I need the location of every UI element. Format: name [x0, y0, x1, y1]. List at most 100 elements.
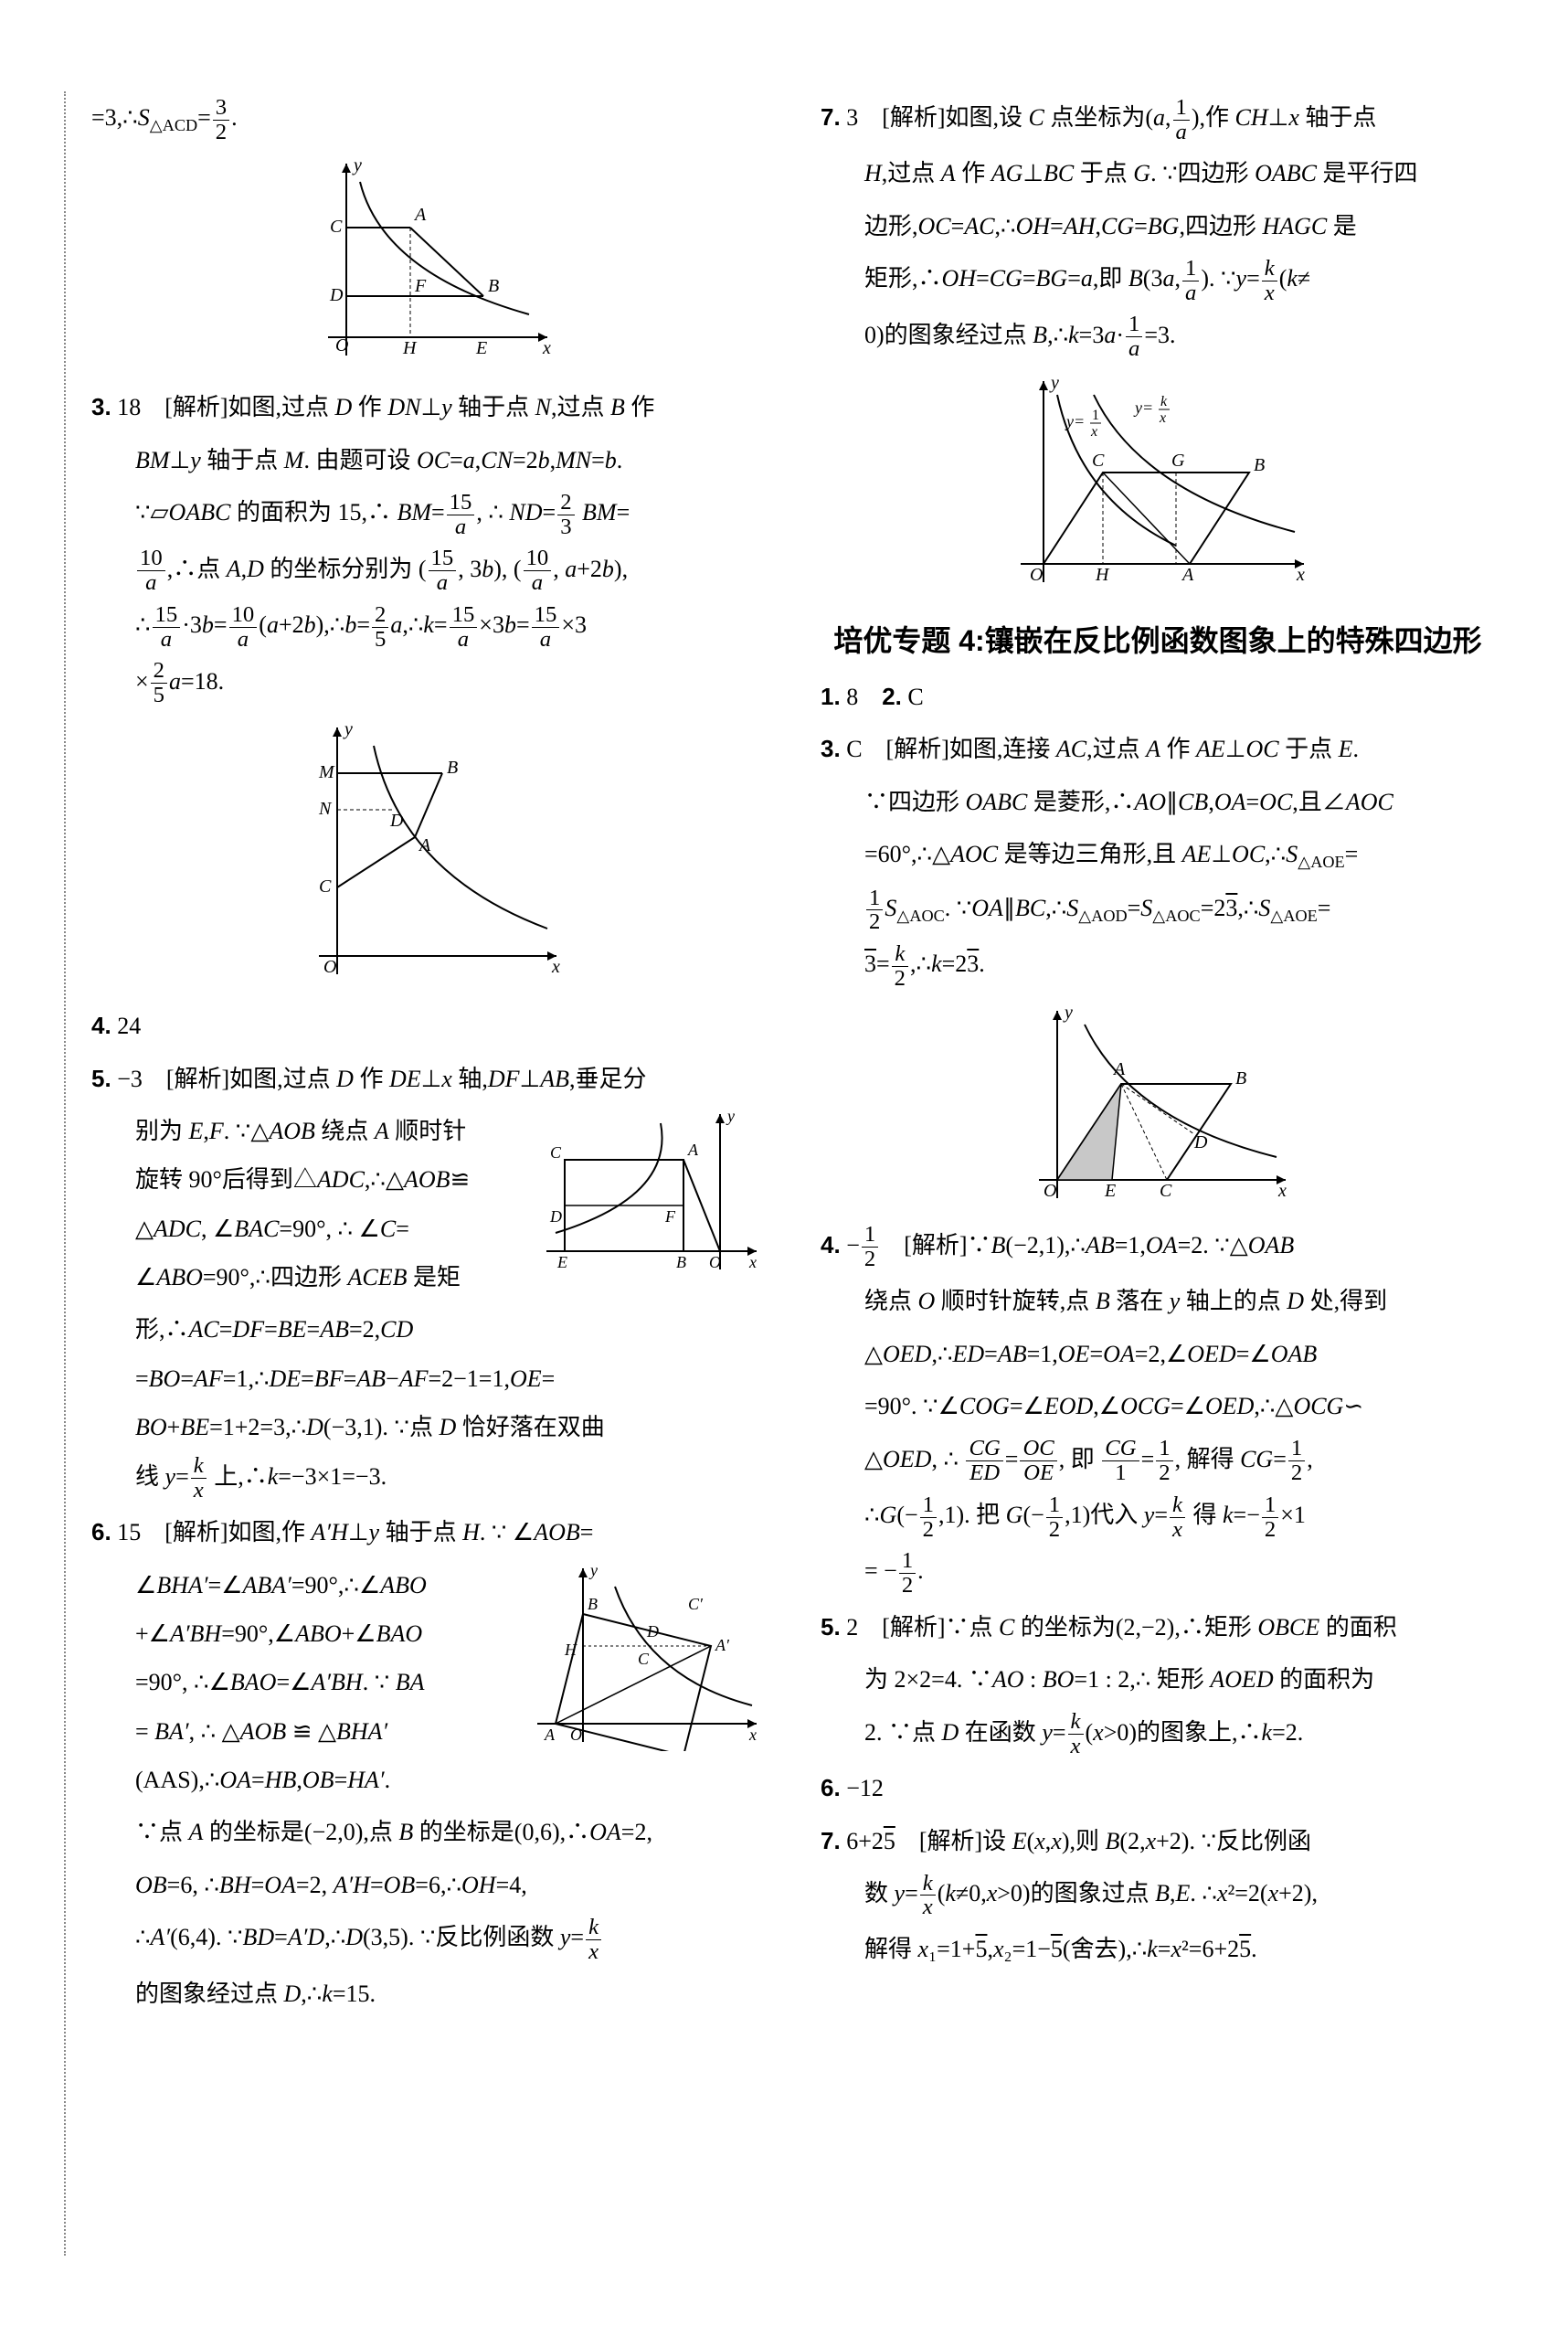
- svg-text:E: E: [1104, 1181, 1116, 1201]
- r7-l2: H,过点 A 作 AG⊥BC 于点 G. ∵四边形 OABC 是平行四: [821, 151, 1495, 196]
- diagram-3: O x y C A D F E B: [537, 1105, 766, 1288]
- r3-l3: =60°,∴△AOC 是等边三角形,且 AE⊥OC,∴S△AOE=: [821, 832, 1495, 878]
- r4-l6: ∴G(−12,1). 把 G(−12,1)代入 y=kx 得 k=−12×1: [821, 1492, 1495, 1541]
- p0: =3,∴S△ACD=32.: [91, 95, 766, 143]
- svg-text:N: N: [318, 799, 333, 819]
- right-column: 7. 3 [解析]如图,设 C 点坐标为(a,1a),作 CH⊥x 轴于点 H,…: [821, 91, 1495, 2274]
- svg-text:O: O: [709, 1253, 721, 1271]
- svg-text:O: O: [323, 957, 336, 977]
- svg-text:C: C: [319, 876, 332, 897]
- svg-text:y: y: [588, 1561, 598, 1579]
- r7r-l2: 数 y=kx(k≠0,x>0)的图象过点 B,E. ∴x²=2(x+2),: [821, 1871, 1495, 1919]
- svg-text:A: A: [544, 1726, 556, 1744]
- r3-l2: ∵四边形 OABC 是菱形,∴AO∥CB,OA=OC,且∠AOC: [821, 780, 1495, 824]
- r5-lead: 5. 2 [解析]∵点 C 的坐标为(2,−2),∴矩形 OBCE 的面积: [821, 1605, 1495, 1650]
- p3-l3: ∵▱OABC 的面积为 15,∴ BM=15a, ∴ ND=23 BM=: [91, 490, 766, 538]
- svg-text:E: E: [475, 338, 487, 358]
- diagram-4: O x y A B H C D A′ C′: [528, 1559, 766, 1751]
- diagram-6: O x y A B C E D: [1012, 1002, 1304, 1212]
- left-column: =3,∴S△ACD=32. O x y C A D F B H E 3. 18 …: [91, 91, 766, 2274]
- svg-text:C: C: [638, 1650, 650, 1668]
- p6-l10: 的图象经过点 D,∴k=15.: [91, 1971, 766, 2016]
- r4-lead: 4. −12 [解析]∵B(−2,1),∴AB=1,OA=2. ∵△OAB: [821, 1223, 1495, 1271]
- r6: 6. −12: [821, 1766, 1495, 1811]
- svg-text:y: y: [1063, 1003, 1073, 1023]
- svg-text:x: x: [1159, 410, 1166, 426]
- svg-text:x: x: [1090, 424, 1097, 440]
- diagram-5: O x y H A C G B y= 1x y= kx: [993, 372, 1322, 600]
- r7r-lead: 7. 6+25 [解析]设 E(x,x),则 B(2,x+2). ∵反比例函: [821, 1819, 1495, 1864]
- r7-l4: 矩形,∴OH=CG=BG=a,即 B(3a,1a). ∵y=kx(k≠: [821, 256, 1495, 304]
- svg-text:y: y: [352, 155, 362, 175]
- svg-text:A: A: [1181, 565, 1194, 585]
- p5-l2: 别为 E,F. ∵△AOB 绕点 A 顺时针: [91, 1109, 537, 1153]
- svg-text:A: A: [1112, 1059, 1126, 1079]
- r4-l7: = −12.: [821, 1548, 1495, 1597]
- diagram-1: O x y C A D F B H E: [291, 154, 566, 374]
- margin-dots: [64, 91, 66, 2256]
- p6-l8: OB=6, ∴BH=OA=2, A′H=OB=6,∴OH=4,: [91, 1863, 766, 1907]
- r7-lead: 7. 3 [解析]如图,设 C 点坐标为(a,1a),作 CH⊥x 轴于点: [821, 95, 1495, 143]
- svg-text:1: 1: [1092, 408, 1099, 423]
- p3-l2: BM⊥y 轴于点 M. 由题可设 OC=a,CN=2b,MN=b.: [91, 438, 766, 483]
- svg-text:C′: C′: [688, 1595, 704, 1613]
- svg-text:B: B: [488, 276, 499, 296]
- p6-l6: (AAS),∴OA=HB,OB=HA′.: [91, 1758, 528, 1802]
- p6-l5: = BA′, ∴ △AOB ≌ △BHA′: [91, 1709, 528, 1754]
- svg-text:H: H: [564, 1641, 577, 1659]
- p5-l8: BO+BE=1+2=3,∴D(−3,1). ∵点 D 恰好落在双曲: [91, 1405, 766, 1450]
- svg-text:C: C: [550, 1143, 562, 1162]
- p6-l2: ∠BHA′=∠ABA′=90°,∴∠ABO: [91, 1563, 528, 1608]
- svg-text:x: x: [748, 1253, 757, 1271]
- r4-l5: △OED, ∴ CGED=OCOE, 即 CG1=12, 解得 CG=12,: [821, 1437, 1495, 1485]
- p6-l3: +∠A′BH=90°,∠ABO+∠BAO: [91, 1611, 528, 1656]
- svg-text:D: D: [646, 1622, 659, 1641]
- r7r-l3: 解得 x₁=1+5,x₂=1−5(舍去),∴k=x²=6+25.: [821, 1927, 1495, 1971]
- p5-l4: △ADC, ∠BAC=90°, ∴ ∠C=: [91, 1206, 537, 1251]
- p5-l3: 旋转 90°后得到△ADC,∴△AOB≌: [91, 1157, 537, 1202]
- svg-text:A: A: [687, 1141, 699, 1159]
- p3-l5: ∴15a·3b=10a(a+2b),∴b=25a,∴k=15a×3b=15a×3: [91, 602, 766, 651]
- svg-text:D: D: [329, 285, 344, 305]
- p5-l7: =BO=AF=1,∴DE=BF=AB−AF=2−1=1,OE=: [91, 1356, 766, 1401]
- svg-text:C: C: [330, 217, 343, 237]
- p3-lead: 3. 18 [解析]如图,过点 D 作 DN⊥y 轴于点 N,过点 B 作: [91, 385, 766, 430]
- svg-text:x: x: [551, 957, 560, 977]
- svg-text:M: M: [318, 762, 335, 782]
- svg-text:O: O: [335, 335, 348, 356]
- r5-l2: 为 2×2=4. ∵AO : BO=1 : 2,∴ 矩形 AOED 的面积为: [821, 1657, 1495, 1702]
- p3-l4: 10a,∴点 A,D 的坐标分别为 (15a, 3b), (10a, a+2b)…: [91, 547, 766, 595]
- r7-l3: 边形,OC=AC,∴OH=AH,CG=BG,四边形 HAGC 是: [821, 204, 1495, 249]
- svg-text:y=: y=: [1133, 398, 1153, 417]
- r4-l2: 绕点 O 顺时针旋转,点 B 落在 y 轴上的点 D 处,得到: [821, 1279, 1495, 1323]
- svg-text:y: y: [726, 1107, 735, 1125]
- p3-l6: ×25a=18.: [91, 659, 766, 707]
- svg-text:x: x: [1296, 565, 1305, 585]
- svg-text:C: C: [1092, 451, 1105, 471]
- svg-text:D: D: [1193, 1132, 1208, 1152]
- r3-l4: 12S△AOC. ∵OA∥BC,∴S△AOD=S△AOC=23,∴S△AOE=: [821, 886, 1495, 934]
- svg-text:y: y: [1049, 373, 1059, 393]
- p5-l9: 线 y=kx 上,∴k=−3×1=−3.: [91, 1454, 766, 1503]
- r3-l5: 3=k2,∴k=23.: [821, 941, 1495, 990]
- svg-text:x: x: [1277, 1181, 1287, 1201]
- svg-text:k: k: [1160, 394, 1168, 409]
- r3-lead: 3. C [解析]如图,连接 AC,过点 A 作 AE⊥OC 于点 E.: [821, 727, 1495, 771]
- svg-text:G: G: [1171, 451, 1185, 471]
- svg-text:D: D: [549, 1207, 562, 1226]
- r4-l4: =90°. ∵∠COG=∠EOD,∠OCG=∠OED,∴△OCG∽: [821, 1384, 1495, 1428]
- svg-text:F: F: [664, 1207, 676, 1226]
- svg-text:H: H: [402, 338, 418, 358]
- svg-text:O: O: [1044, 1181, 1056, 1201]
- svg-text:B: B: [1235, 1068, 1246, 1089]
- r4-l3: △OED,∴ED=AB=1,OE=OA=2,∠OED=∠OAB: [821, 1332, 1495, 1376]
- r-a12: 1. 8 2. C: [821, 674, 1495, 719]
- p4: 4. 24: [91, 1004, 766, 1048]
- section-title: 培优专题 4:镶嵌在反比例函数图象上的特殊四边形: [821, 621, 1495, 662]
- svg-text:A′: A′: [715, 1636, 730, 1654]
- r5-l3: 2. ∵点 D 在函数 y=kx(x>0)的图象上,∴k=2.: [821, 1710, 1495, 1758]
- r7-l5: 0)的图象经过点 B,∴k=3a·1a=3.: [821, 313, 1495, 361]
- svg-text:x: x: [748, 1726, 757, 1744]
- p6-l4: =90°, ∴∠BAO=∠A′BH. ∵ BA: [91, 1660, 528, 1704]
- svg-text:A: A: [418, 835, 431, 855]
